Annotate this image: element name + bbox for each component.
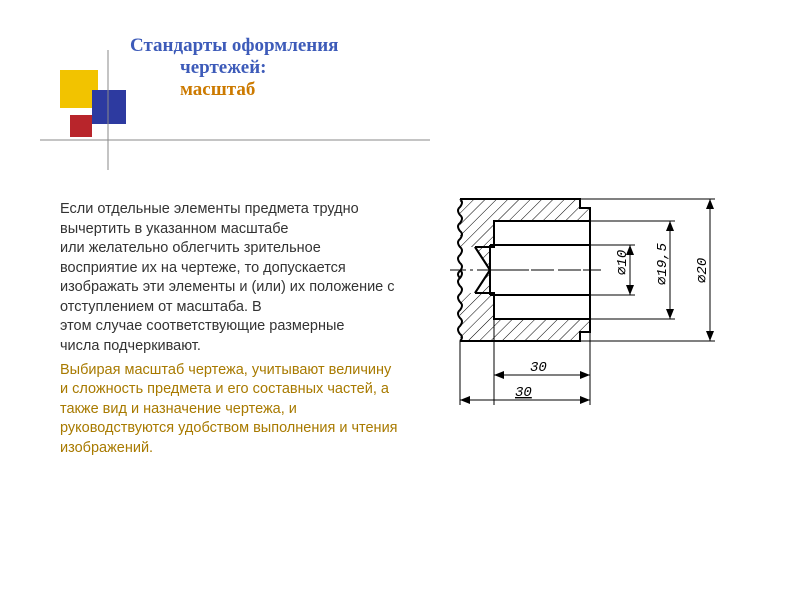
technical-drawing: ⌀10 ⌀19,5 ⌀20 30 30 bbox=[430, 175, 770, 445]
title-line3: масштаб bbox=[180, 79, 430, 101]
paragraph: этом случае соответствующие размерные bbox=[60, 317, 400, 337]
body-text: Если отдельные элементы предмета трудно … bbox=[60, 200, 400, 458]
paragraph: или желательно облегчить зрительное bbox=[60, 239, 400, 259]
title-line1: Стандарты оформления bbox=[130, 35, 338, 56]
header-region: Стандарты оформления чертежей: масштаб bbox=[30, 20, 430, 150]
slide: Стандарты оформления чертежей: масштаб Е… bbox=[0, 0, 800, 600]
highlight-paragraph: Выбирая масштаб чертежа, учитывают велич… bbox=[60, 361, 400, 459]
paragraph: изображать эти элементы и (или) их полож… bbox=[60, 278, 400, 317]
paragraph: восприятие их на чертеже, то допускается bbox=[60, 259, 400, 279]
paragraph: Если отдельные элементы предмета трудно … bbox=[60, 200, 400, 239]
paragraph: числа подчеркивают. bbox=[60, 337, 400, 357]
dim-d10: ⌀10 bbox=[615, 250, 631, 275]
slide-title: Стандарты оформления чертежей: масштаб bbox=[130, 35, 430, 101]
dim-30-top: 30 bbox=[530, 360, 547, 376]
dim-30-bottom: 30 bbox=[515, 385, 532, 401]
dim-d20: ⌀20 bbox=[695, 258, 711, 283]
title-line2: чертежей: bbox=[180, 57, 430, 79]
dim-d195: ⌀19,5 bbox=[655, 242, 671, 285]
